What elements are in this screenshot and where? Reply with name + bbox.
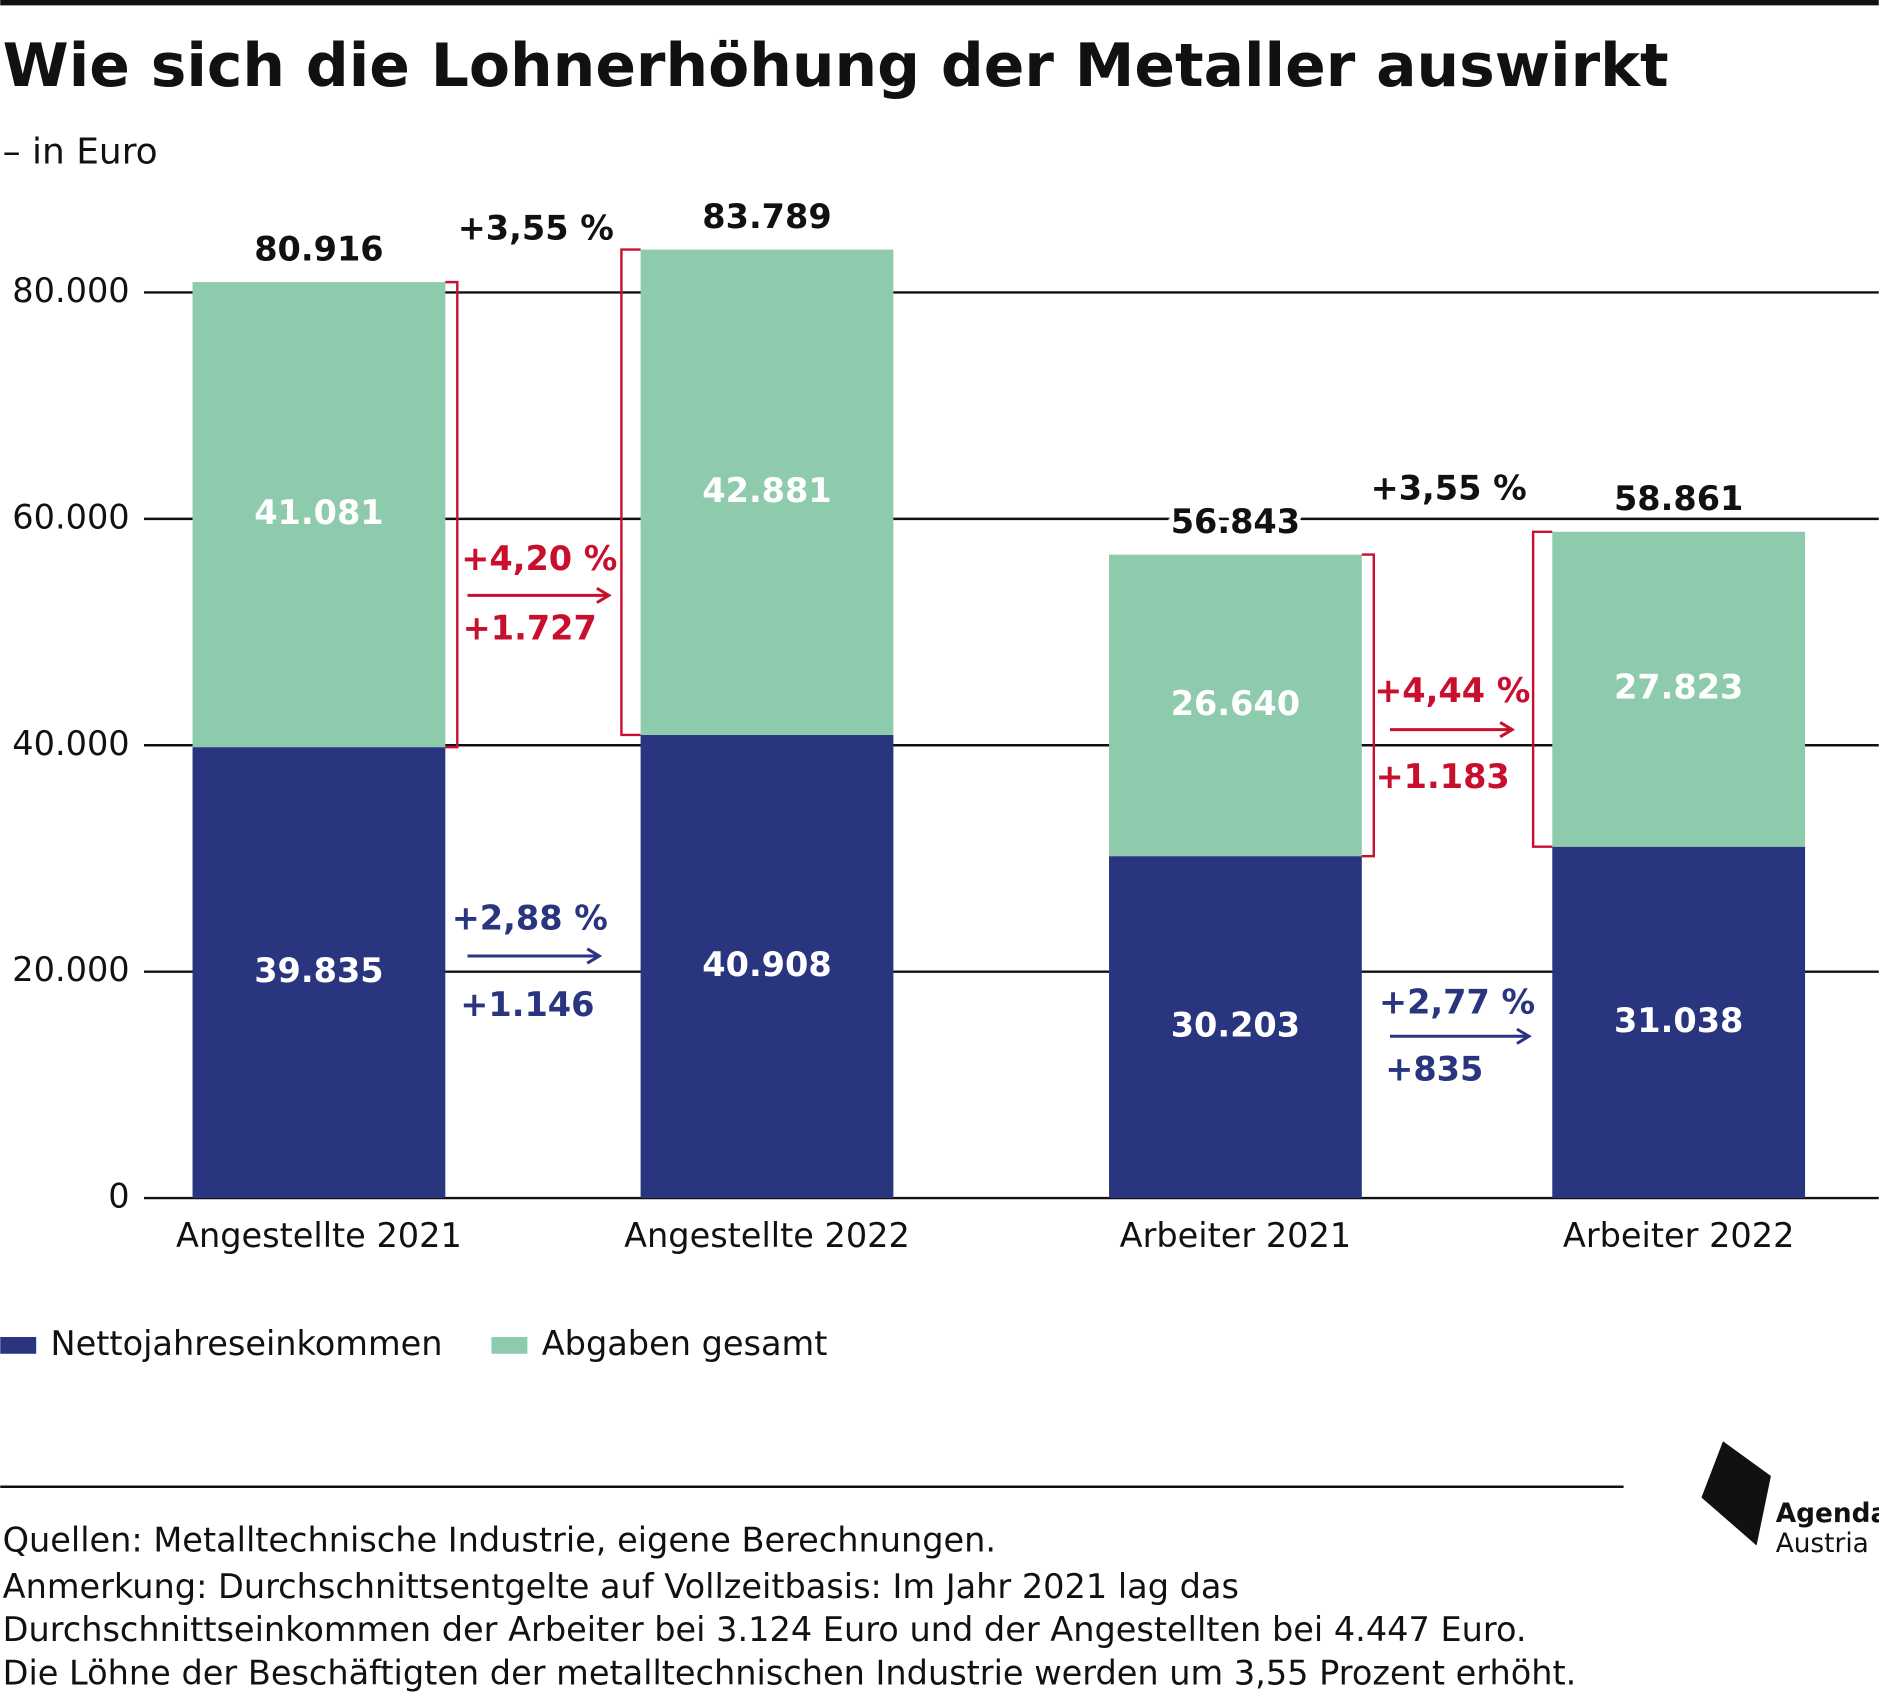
total-label: 83.789 xyxy=(702,197,831,236)
chart-subtitle: – in Euro xyxy=(3,131,158,172)
annotation: +2,88 % xyxy=(452,899,608,938)
legend-swatch xyxy=(0,1336,37,1354)
value-label: 31.038 xyxy=(1614,1001,1743,1040)
y-tick-label: 0 xyxy=(108,1177,129,1216)
y-tick-label: 20.000 xyxy=(12,950,129,989)
arrow-head xyxy=(1516,1027,1532,1045)
annotation: +1.146 xyxy=(460,985,594,1024)
bar-segment xyxy=(1109,554,1362,857)
bar-segment xyxy=(192,282,446,748)
y-tick-label: 40.000 xyxy=(12,724,129,763)
value-label: 41.081 xyxy=(254,493,383,532)
value-label: 42.881 xyxy=(702,471,831,510)
arrow-head xyxy=(596,586,612,604)
bracket xyxy=(1531,530,1553,848)
chart-title: Wie sich die Lohnerhöhung der Metaller a… xyxy=(3,31,1669,101)
arrow-head xyxy=(1499,721,1516,739)
value-label: 39.835 xyxy=(254,951,383,990)
footer-line: Quellen: Metalltechnische Industrie, eig… xyxy=(3,1520,996,1559)
arrow-head xyxy=(586,947,603,965)
annotation: +4,44 % xyxy=(1374,671,1530,710)
total-label: 56.843 xyxy=(1171,502,1300,541)
bar-segment xyxy=(1109,856,1362,1199)
total-label: 80.916 xyxy=(254,229,383,268)
footer-line: Durchschnittseinkommen der Arbeiter bei … xyxy=(3,1610,1527,1649)
bar-segment xyxy=(1552,846,1806,1199)
x-tick-label: Arbeiter 2021 xyxy=(1120,1216,1352,1255)
annotation: +2,77 % xyxy=(1379,982,1535,1021)
value-label: 40.908 xyxy=(702,945,831,984)
x-tick-label: Angestellte 2022 xyxy=(624,1216,910,1255)
footer-line: Anmerkung: Durchschnittsentgelte auf Vol… xyxy=(3,1567,1239,1606)
y-tick-label: 80.000 xyxy=(12,271,129,310)
footer-line: Die Löhne der Beschäftigten der metallte… xyxy=(3,1653,1577,1692)
annotation: +835 xyxy=(1385,1050,1483,1089)
logo-text: Austria xyxy=(1776,1529,1869,1559)
bracket xyxy=(1361,553,1375,858)
annotation: +1.183 xyxy=(1376,757,1510,796)
annotation: +4,20 % xyxy=(461,539,617,578)
logo-text: Agenda xyxy=(1776,1499,1879,1529)
value-label: 26.640 xyxy=(1171,684,1300,723)
legend-label: Abgaben gesamt xyxy=(542,1324,828,1363)
bar-segment xyxy=(640,249,894,735)
bracket xyxy=(445,280,459,749)
bar-segment xyxy=(640,734,894,1199)
bar-segment xyxy=(192,747,446,1199)
bracket xyxy=(620,248,641,737)
value-label: 30.203 xyxy=(1171,1006,1300,1045)
total-label: 58.861 xyxy=(1614,479,1743,518)
annotation: +1.727 xyxy=(463,609,597,648)
legend-swatch xyxy=(491,1336,528,1354)
x-tick-label: Arbeiter 2022 xyxy=(1563,1216,1795,1255)
value-label: 27.823 xyxy=(1614,668,1743,707)
y-tick-label: 60.000 xyxy=(12,497,129,536)
annotation: +3,55 % xyxy=(458,209,614,248)
x-tick-label: Angestellte 2021 xyxy=(176,1216,462,1255)
bar-segment xyxy=(1552,531,1806,847)
legend-label: Nettojahreseinkommen xyxy=(51,1324,443,1363)
logo-mark xyxy=(1701,1441,1771,1546)
annotation: +3,55 % xyxy=(1371,468,1527,507)
